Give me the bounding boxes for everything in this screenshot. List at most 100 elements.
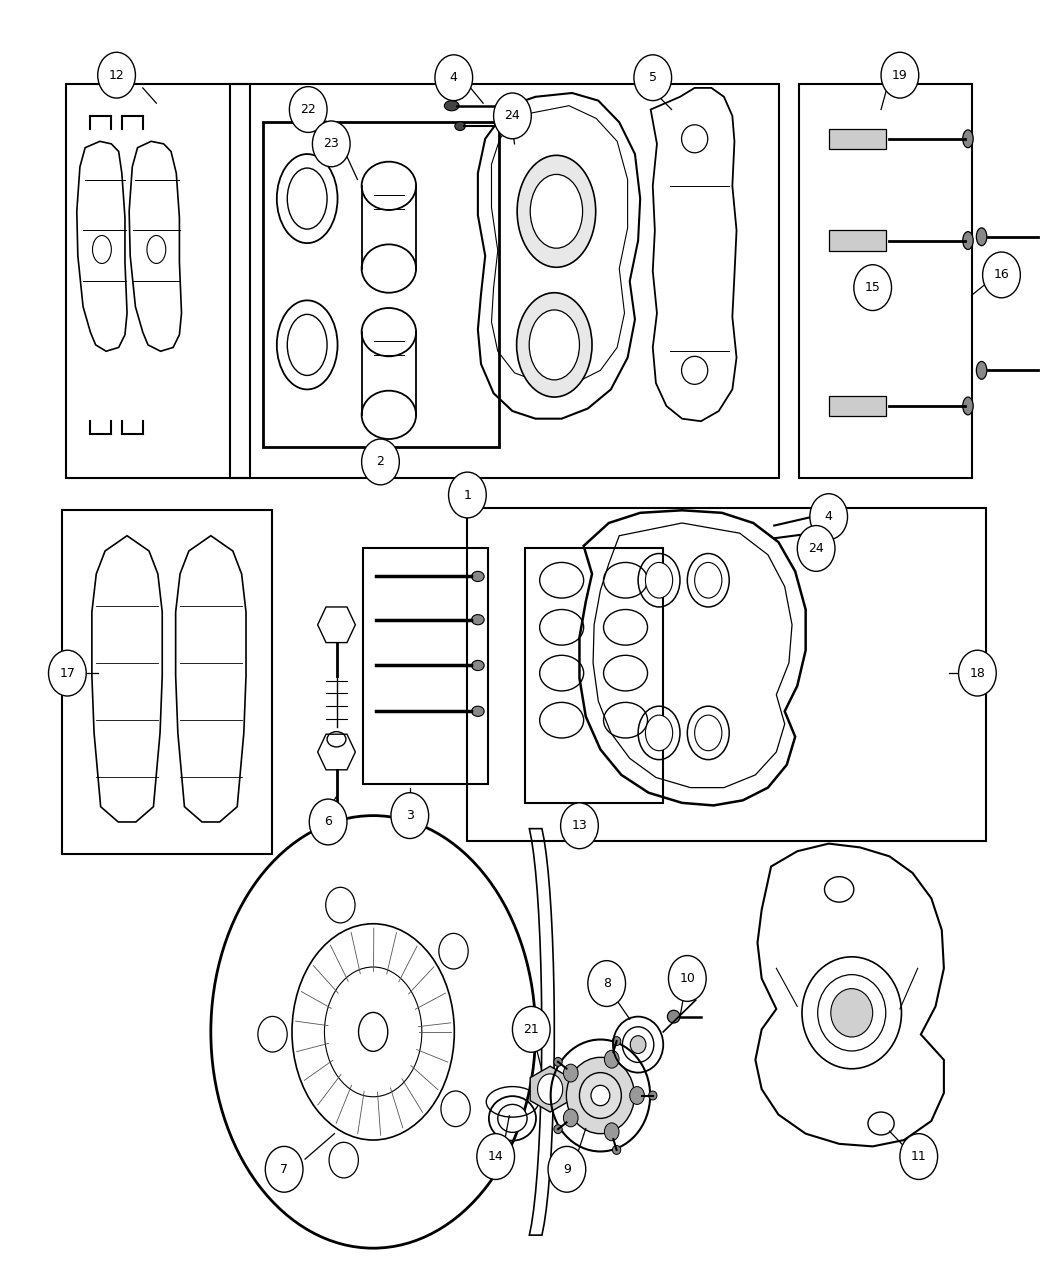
Text: 9: 9 (563, 1163, 571, 1176)
Ellipse shape (963, 397, 973, 414)
Ellipse shape (612, 1145, 621, 1154)
Bar (230, 84, 779, 478)
Text: 10: 10 (679, 972, 695, 986)
Text: 18: 18 (969, 667, 985, 680)
Text: 17: 17 (60, 667, 76, 680)
Ellipse shape (471, 706, 484, 717)
Ellipse shape (695, 715, 722, 751)
Circle shape (310, 799, 347, 845)
Ellipse shape (471, 615, 484, 625)
Polygon shape (530, 1066, 570, 1112)
Circle shape (512, 1006, 550, 1052)
Text: 23: 23 (323, 138, 339, 150)
Ellipse shape (630, 1035, 646, 1053)
Ellipse shape (444, 101, 459, 111)
Circle shape (561, 803, 598, 849)
Ellipse shape (553, 1125, 562, 1133)
Text: 15: 15 (865, 282, 881, 295)
Bar (828, 231, 886, 251)
Circle shape (959, 650, 996, 696)
Text: 4: 4 (449, 71, 458, 84)
Circle shape (564, 1109, 579, 1127)
Text: 19: 19 (892, 69, 908, 82)
Bar (62, 510, 272, 854)
Circle shape (494, 93, 531, 139)
Ellipse shape (518, 156, 595, 268)
Circle shape (900, 1133, 938, 1179)
Ellipse shape (591, 1085, 610, 1105)
Ellipse shape (529, 310, 580, 380)
Circle shape (881, 52, 919, 98)
Text: 24: 24 (505, 110, 521, 122)
Circle shape (797, 525, 835, 571)
Circle shape (854, 265, 891, 311)
Circle shape (329, 1142, 358, 1178)
Bar (362, 548, 488, 784)
Text: 6: 6 (324, 816, 332, 829)
Text: 4: 4 (824, 510, 833, 523)
Ellipse shape (498, 1104, 527, 1132)
Text: 22: 22 (300, 103, 316, 116)
Bar (66, 84, 250, 478)
Circle shape (810, 493, 847, 539)
Text: 16: 16 (993, 269, 1009, 282)
Text: 3: 3 (406, 810, 414, 822)
Ellipse shape (580, 1072, 622, 1118)
Circle shape (435, 55, 472, 101)
Circle shape (361, 439, 399, 484)
Circle shape (634, 55, 672, 101)
Circle shape (48, 650, 86, 696)
Circle shape (538, 1074, 563, 1104)
Circle shape (326, 887, 355, 923)
Ellipse shape (330, 817, 342, 827)
Ellipse shape (471, 660, 484, 671)
Bar (828, 395, 886, 416)
Ellipse shape (802, 956, 902, 1068)
Ellipse shape (963, 130, 973, 148)
Circle shape (669, 955, 707, 1001)
Circle shape (548, 1146, 586, 1192)
Circle shape (258, 1016, 288, 1052)
Bar (828, 129, 886, 149)
Ellipse shape (976, 228, 987, 246)
Text: 7: 7 (280, 1163, 288, 1176)
Ellipse shape (517, 293, 592, 397)
Bar (264, 122, 499, 446)
Ellipse shape (976, 361, 987, 379)
Ellipse shape (649, 1091, 657, 1100)
Ellipse shape (455, 121, 465, 130)
Bar (525, 548, 664, 803)
Bar (799, 84, 972, 478)
Text: 13: 13 (571, 820, 587, 833)
Circle shape (98, 52, 135, 98)
Circle shape (448, 472, 486, 518)
Ellipse shape (530, 175, 583, 249)
Circle shape (605, 1123, 620, 1141)
Circle shape (441, 1091, 470, 1127)
Circle shape (588, 960, 626, 1006)
Circle shape (313, 121, 350, 167)
Circle shape (630, 1086, 645, 1104)
Ellipse shape (566, 1057, 634, 1133)
Ellipse shape (646, 562, 673, 598)
Bar (467, 507, 986, 842)
Text: 11: 11 (911, 1150, 927, 1163)
Ellipse shape (92, 236, 111, 264)
Text: 1: 1 (463, 488, 471, 501)
Ellipse shape (668, 1010, 680, 1023)
Ellipse shape (147, 236, 166, 264)
Ellipse shape (695, 562, 722, 598)
Ellipse shape (811, 511, 821, 520)
Ellipse shape (612, 1037, 621, 1045)
Circle shape (391, 793, 428, 839)
Circle shape (564, 1065, 579, 1082)
Circle shape (266, 1146, 303, 1192)
Circle shape (605, 1051, 620, 1068)
Ellipse shape (831, 988, 873, 1037)
Text: 8: 8 (603, 977, 611, 991)
Ellipse shape (963, 232, 973, 250)
Circle shape (477, 1133, 514, 1179)
Text: 12: 12 (109, 69, 125, 82)
Text: 21: 21 (523, 1023, 539, 1035)
Circle shape (290, 87, 328, 133)
